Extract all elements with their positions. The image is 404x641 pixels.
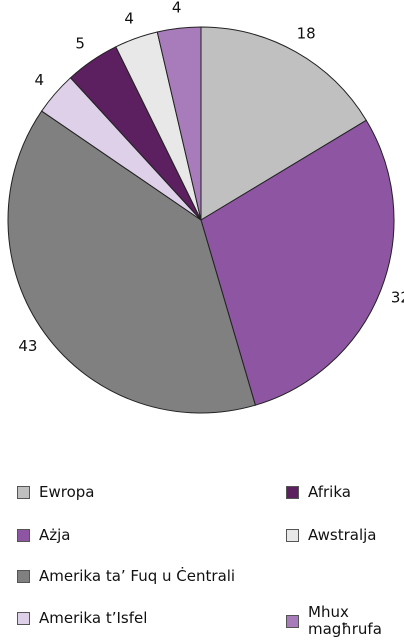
slice-value-label-0: 18 [297, 25, 316, 43]
legend-label: Amerika ta’ Fuq u Ċentrali [39, 567, 236, 585]
legend-label: Ewropa [39, 483, 95, 501]
legend-item-6: Mhux magħrufa [286, 604, 388, 638]
legend-swatch [17, 529, 30, 542]
legend-item-4: Afrika [286, 484, 351, 501]
slice-value-label-1: 32 [391, 289, 404, 307]
legend-swatch [17, 486, 30, 499]
legend-swatch [286, 529, 299, 542]
legend-label: Mhux magħrufa [308, 603, 382, 638]
legend-label: Amerika t’Isfel [39, 609, 148, 627]
pie-slice-1 [200, 119, 395, 406]
legend-swatch [286, 614, 299, 628]
legend-swatch [17, 612, 30, 625]
slice-value-label-6: 4 [172, 0, 182, 16]
slice-value-label-4: 5 [75, 34, 85, 52]
legend-item-1: Ażja [17, 527, 71, 544]
pie-chart: 18 32 43 4 5 4 4 [7, 0, 404, 414]
legend-swatch [17, 570, 30, 583]
legend-item-5: Awstralja [286, 527, 377, 544]
slice-value-label-3: 4 [35, 71, 45, 89]
pie-slice-6 [156, 26, 202, 221]
legend-label: Afrika [308, 483, 351, 501]
legend-label: Awstralja [308, 526, 377, 544]
pie-slice-2 [7, 110, 256, 414]
legend-item-3: Amerika t’Isfel [17, 610, 147, 627]
legend-item-2: Amerika ta’ Fuq u Ċentrali [17, 568, 235, 585]
legend-label: Ażja [39, 526, 71, 544]
pie-slice-0 [200, 26, 367, 221]
legend-swatch [286, 486, 299, 499]
legend-item-0: Ewropa [17, 484, 94, 501]
slice-value-label-5: 4 [124, 9, 134, 27]
slice-value-label-2: 43 [18, 337, 37, 355]
